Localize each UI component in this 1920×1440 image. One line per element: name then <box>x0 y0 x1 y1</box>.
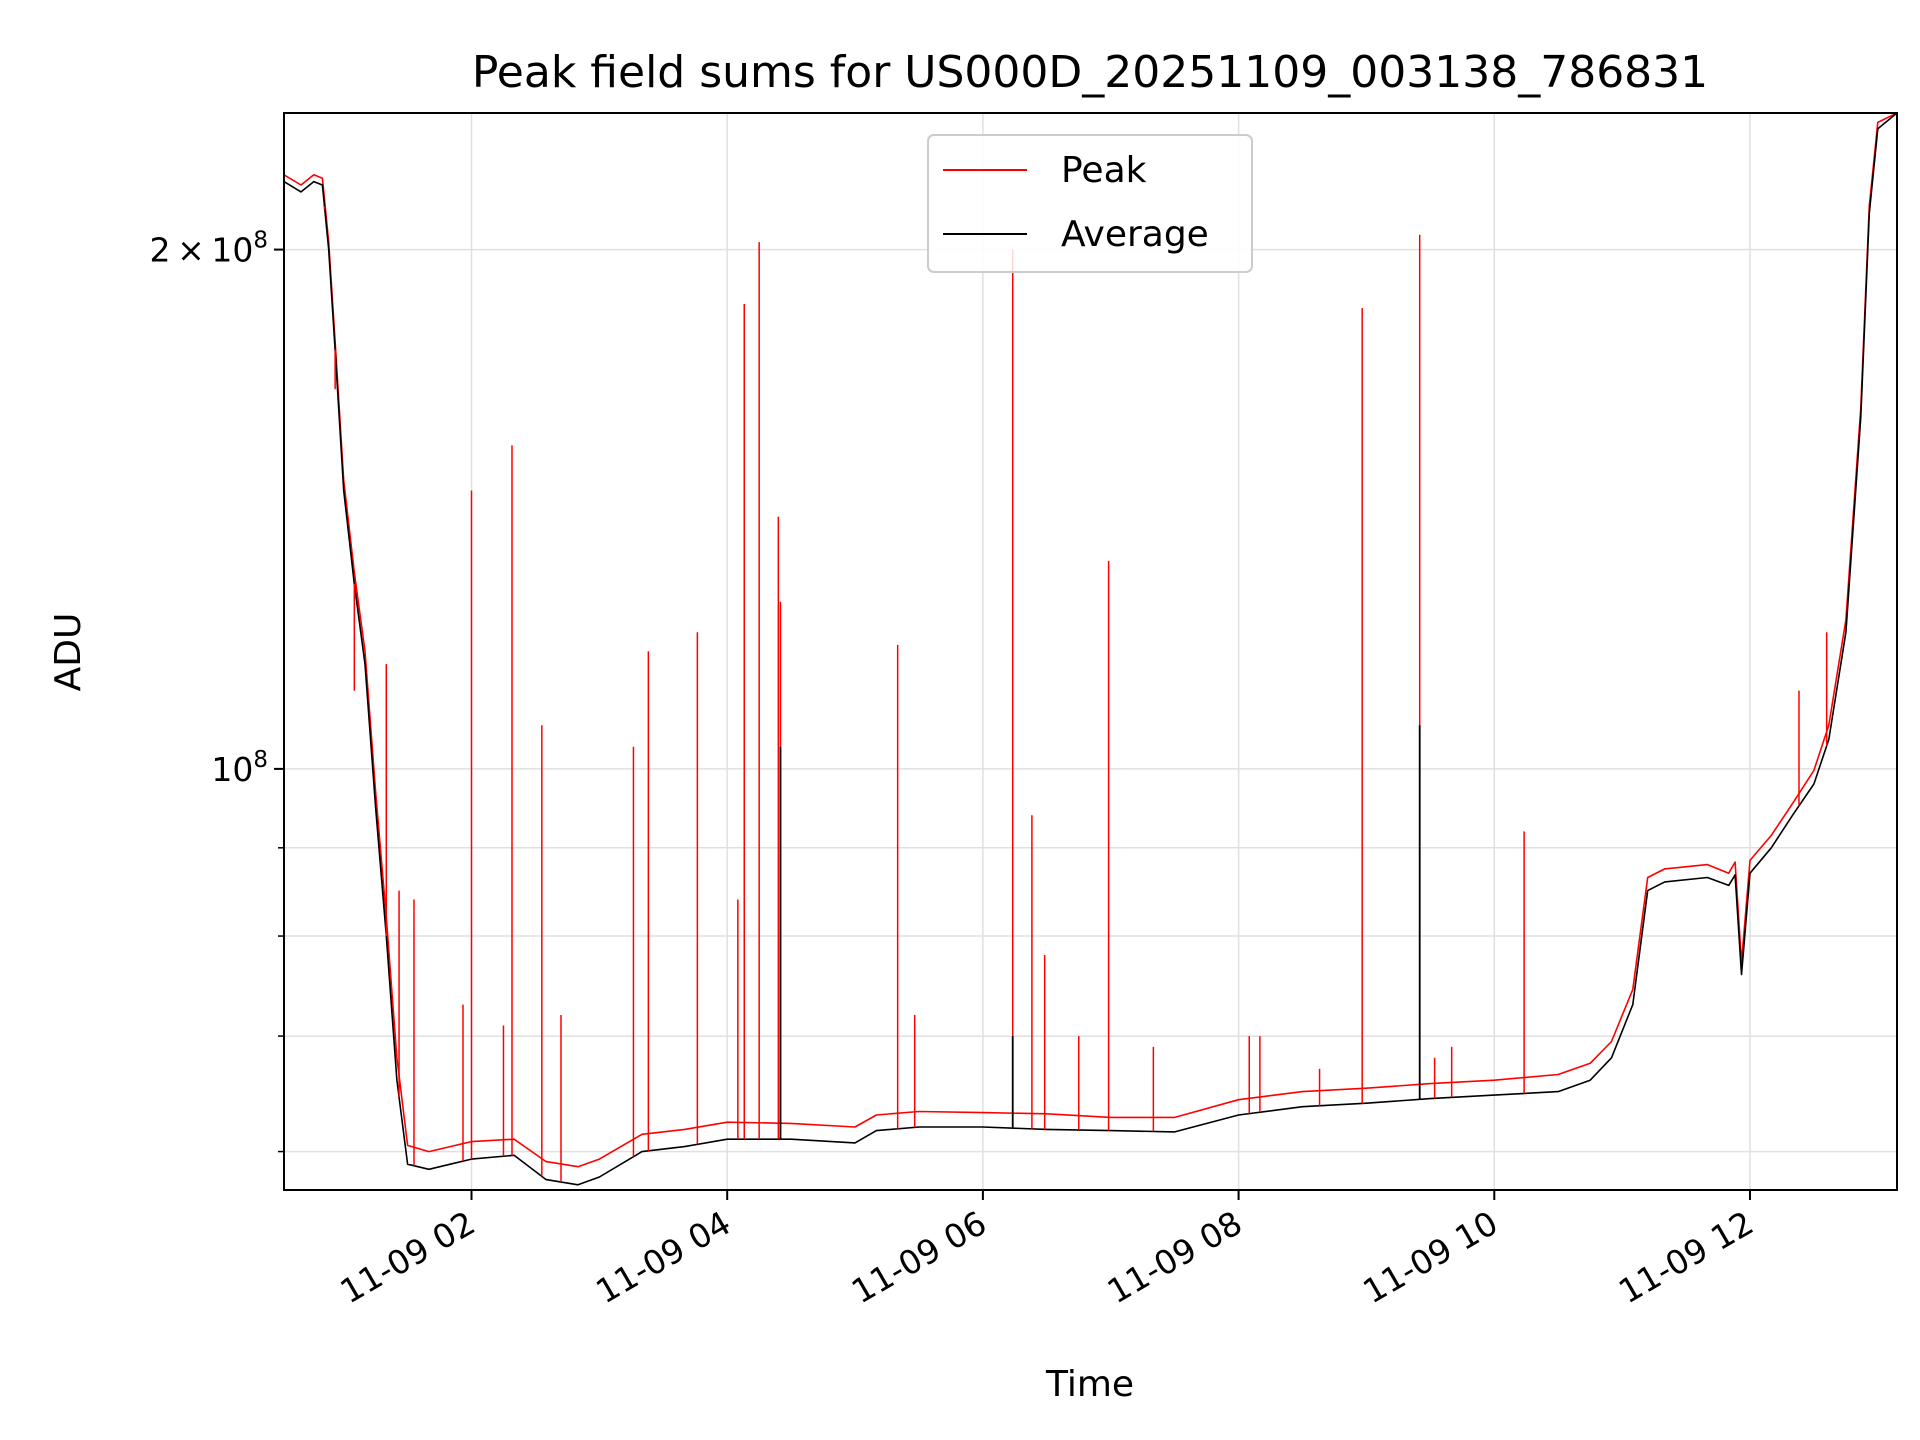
legend: Peak Average <box>927 134 1253 273</box>
y-tick-label: 108 <box>211 747 268 789</box>
legend-peak-label: Peak <box>1061 150 1147 191</box>
peak-series-line <box>284 113 1897 1168</box>
legend-average-label: Average <box>1061 214 1209 255</box>
plot-frame <box>283 112 1898 1191</box>
y-axis-label: ADU <box>48 613 89 692</box>
series-layer <box>284 113 1897 1186</box>
x-axis-label: Time <box>1045 1364 1134 1405</box>
grid <box>284 113 1897 1190</box>
chart-title: Peak field sums for US000D_20251109_0031… <box>472 47 1708 98</box>
y-tick-label: 2 × 108 <box>150 228 268 270</box>
average-series-line <box>284 113 1897 1186</box>
